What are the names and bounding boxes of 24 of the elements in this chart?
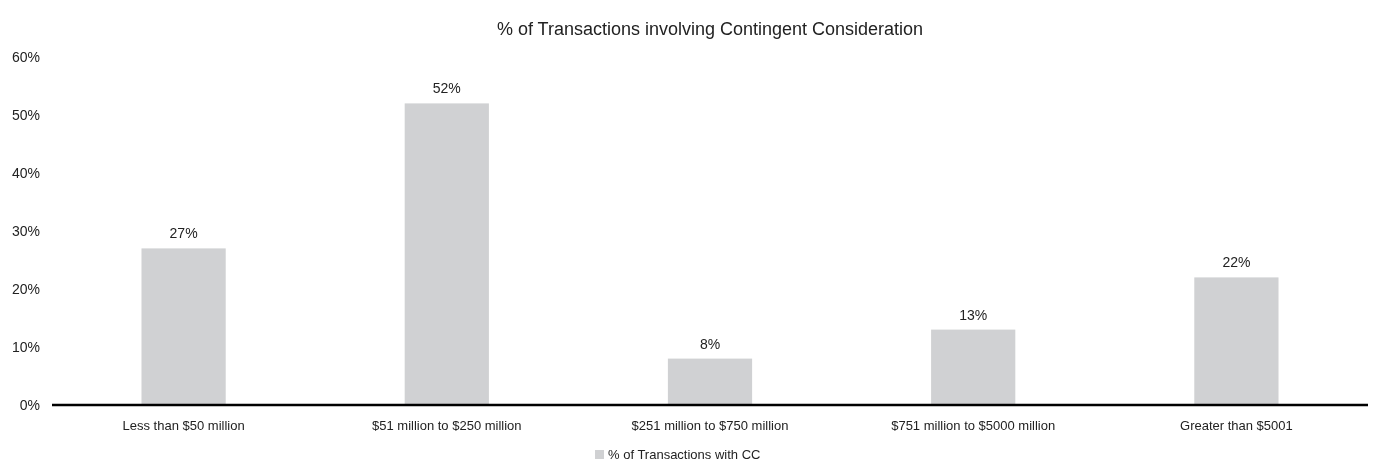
x-tick-label: Greater than $5001 <box>1180 418 1293 433</box>
bar <box>667 358 753 405</box>
data-label: 13% <box>959 306 988 323</box>
legend-label: % of Transactions with CC <box>608 447 761 462</box>
y-tick-label: 0% <box>19 396 40 413</box>
x-tick-label: Less than $50 million <box>122 418 245 433</box>
data-label: 27% <box>169 225 198 242</box>
bar <box>931 329 1016 405</box>
y-tick-label: 50% <box>11 106 40 123</box>
data-label: 52% <box>432 80 461 97</box>
y-tick-label: 30% <box>11 222 40 239</box>
y-tick-label: 40% <box>11 164 40 181</box>
data-label: 8% <box>699 335 721 352</box>
bar <box>141 248 226 405</box>
data-label: 22% <box>1222 254 1251 271</box>
x-tick-label: $51 million to $250 million <box>372 418 522 433</box>
y-tick-label: 10% <box>11 338 40 355</box>
x-tick-label: $751 million to $5000 million <box>891 418 1056 433</box>
bar <box>404 103 489 405</box>
chart-title: % of Transactions involving Contingent Consideration <box>496 19 924 39</box>
x-tick-label: $251 million to $750 million <box>631 418 789 433</box>
y-tick-label: 60% <box>11 48 40 65</box>
y-tick-label: 20% <box>11 280 40 297</box>
bar <box>1194 277 1279 405</box>
